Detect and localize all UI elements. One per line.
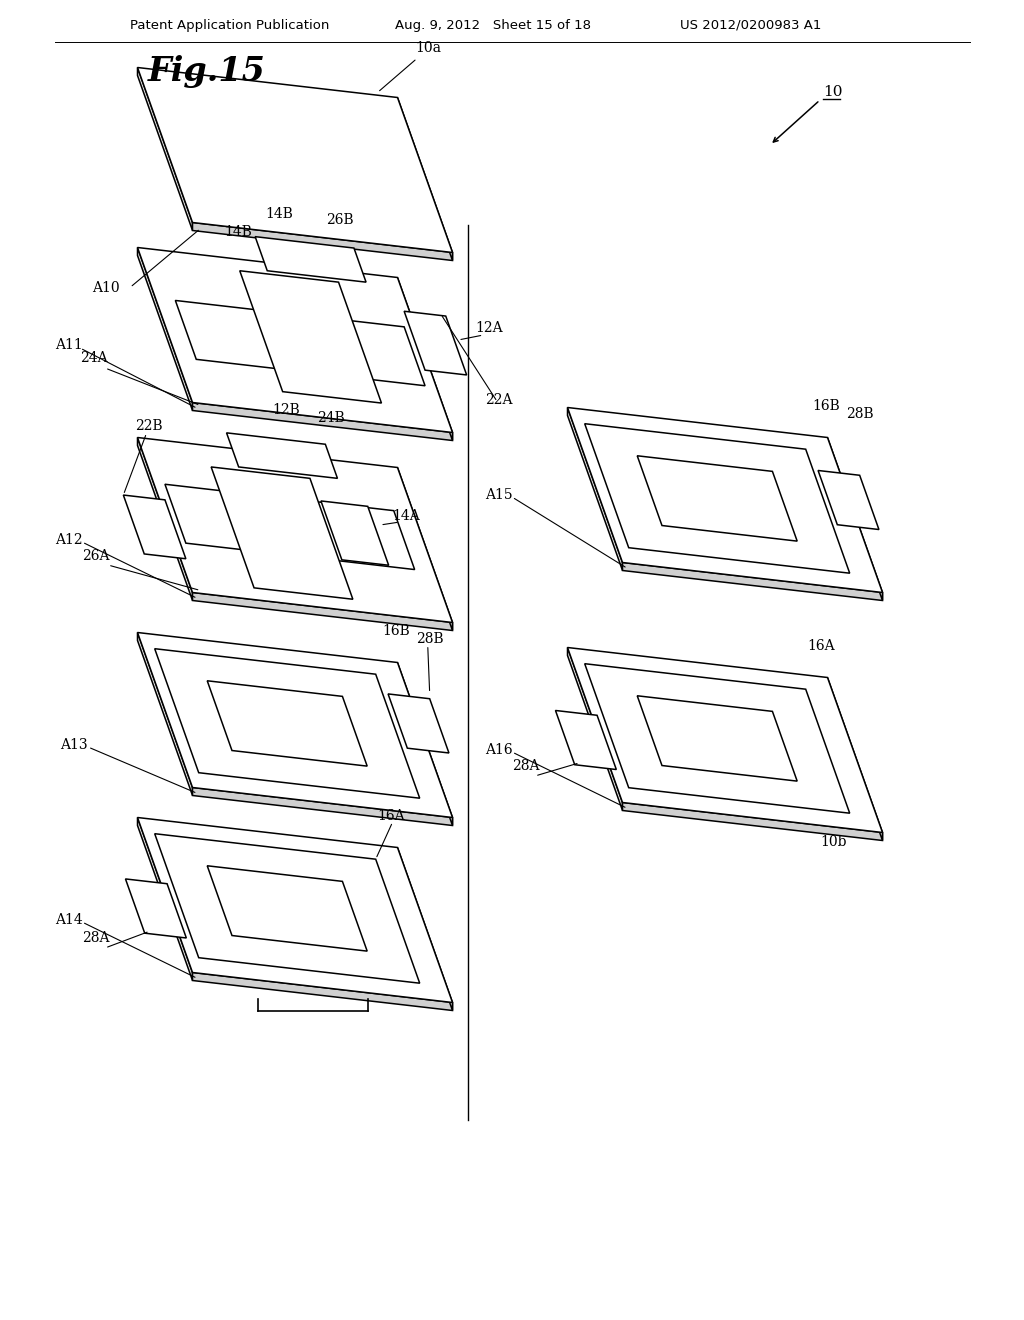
Text: A11: A11 xyxy=(55,338,83,352)
Text: 10b: 10b xyxy=(820,834,847,849)
Polygon shape xyxy=(137,817,453,1002)
Polygon shape xyxy=(567,648,883,833)
Polygon shape xyxy=(397,98,453,260)
Polygon shape xyxy=(388,694,449,752)
Polygon shape xyxy=(137,437,193,601)
Polygon shape xyxy=(321,502,389,565)
Text: 24B: 24B xyxy=(317,412,345,425)
Polygon shape xyxy=(193,593,453,631)
Text: 12B: 12B xyxy=(272,404,300,417)
Text: 28B: 28B xyxy=(846,407,873,421)
Polygon shape xyxy=(397,663,453,825)
Polygon shape xyxy=(193,973,453,1011)
Polygon shape xyxy=(397,847,453,1011)
Text: 14A: 14A xyxy=(393,510,421,523)
Text: 14B: 14B xyxy=(224,224,253,239)
Polygon shape xyxy=(137,632,193,796)
Polygon shape xyxy=(585,424,850,573)
Polygon shape xyxy=(165,484,415,569)
Text: Patent Application Publication: Patent Application Publication xyxy=(130,18,330,32)
Text: A12: A12 xyxy=(55,533,83,546)
Text: 14B: 14B xyxy=(265,206,294,220)
Text: 24A: 24A xyxy=(80,351,108,366)
Polygon shape xyxy=(137,67,193,231)
Text: 16A: 16A xyxy=(378,809,406,822)
Polygon shape xyxy=(211,467,353,599)
Polygon shape xyxy=(397,467,453,631)
Polygon shape xyxy=(193,788,453,825)
Polygon shape xyxy=(193,223,453,260)
Text: 26B: 26B xyxy=(326,214,353,227)
Text: 22A: 22A xyxy=(485,393,513,407)
Text: 16A: 16A xyxy=(808,639,836,653)
Polygon shape xyxy=(623,803,883,841)
Polygon shape xyxy=(567,408,883,593)
Polygon shape xyxy=(175,301,425,385)
Text: Fig.15: Fig.15 xyxy=(148,55,266,88)
Polygon shape xyxy=(207,866,368,952)
Polygon shape xyxy=(397,277,453,441)
Text: A10: A10 xyxy=(92,281,120,294)
Text: 16B: 16B xyxy=(383,624,411,638)
Polygon shape xyxy=(137,632,453,817)
Text: 26A: 26A xyxy=(82,549,110,564)
Polygon shape xyxy=(637,455,797,541)
Polygon shape xyxy=(240,271,382,403)
Text: US 2012/0200983 A1: US 2012/0200983 A1 xyxy=(680,18,821,32)
Polygon shape xyxy=(818,470,879,529)
Text: Aug. 9, 2012   Sheet 15 of 18: Aug. 9, 2012 Sheet 15 of 18 xyxy=(395,18,591,32)
Text: 12A: 12A xyxy=(475,321,503,335)
Polygon shape xyxy=(226,433,338,478)
Text: 10a: 10a xyxy=(380,41,441,91)
Text: 28B: 28B xyxy=(416,632,443,645)
Polygon shape xyxy=(137,248,453,433)
Polygon shape xyxy=(585,664,850,813)
Polygon shape xyxy=(255,236,366,282)
Polygon shape xyxy=(155,648,420,799)
Polygon shape xyxy=(126,879,186,939)
Polygon shape xyxy=(623,562,883,601)
Polygon shape xyxy=(555,710,616,770)
Text: 28A: 28A xyxy=(82,931,110,945)
Text: A16: A16 xyxy=(485,743,513,756)
Polygon shape xyxy=(137,437,453,623)
Text: 28A: 28A xyxy=(512,759,540,774)
Polygon shape xyxy=(567,408,623,570)
Text: 16B: 16B xyxy=(813,399,841,413)
Text: A14: A14 xyxy=(55,913,83,927)
Text: A13: A13 xyxy=(60,738,88,752)
Polygon shape xyxy=(207,681,368,766)
Polygon shape xyxy=(137,248,193,411)
Polygon shape xyxy=(567,648,623,810)
Text: A15: A15 xyxy=(485,488,513,502)
Polygon shape xyxy=(123,495,185,558)
Text: 22B: 22B xyxy=(134,418,162,433)
Polygon shape xyxy=(137,817,193,981)
Polygon shape xyxy=(404,312,467,375)
Polygon shape xyxy=(637,696,797,781)
Polygon shape xyxy=(155,834,420,983)
Polygon shape xyxy=(827,437,883,601)
Polygon shape xyxy=(193,403,453,441)
Polygon shape xyxy=(137,67,453,252)
Polygon shape xyxy=(827,677,883,841)
Text: 10: 10 xyxy=(823,84,843,99)
